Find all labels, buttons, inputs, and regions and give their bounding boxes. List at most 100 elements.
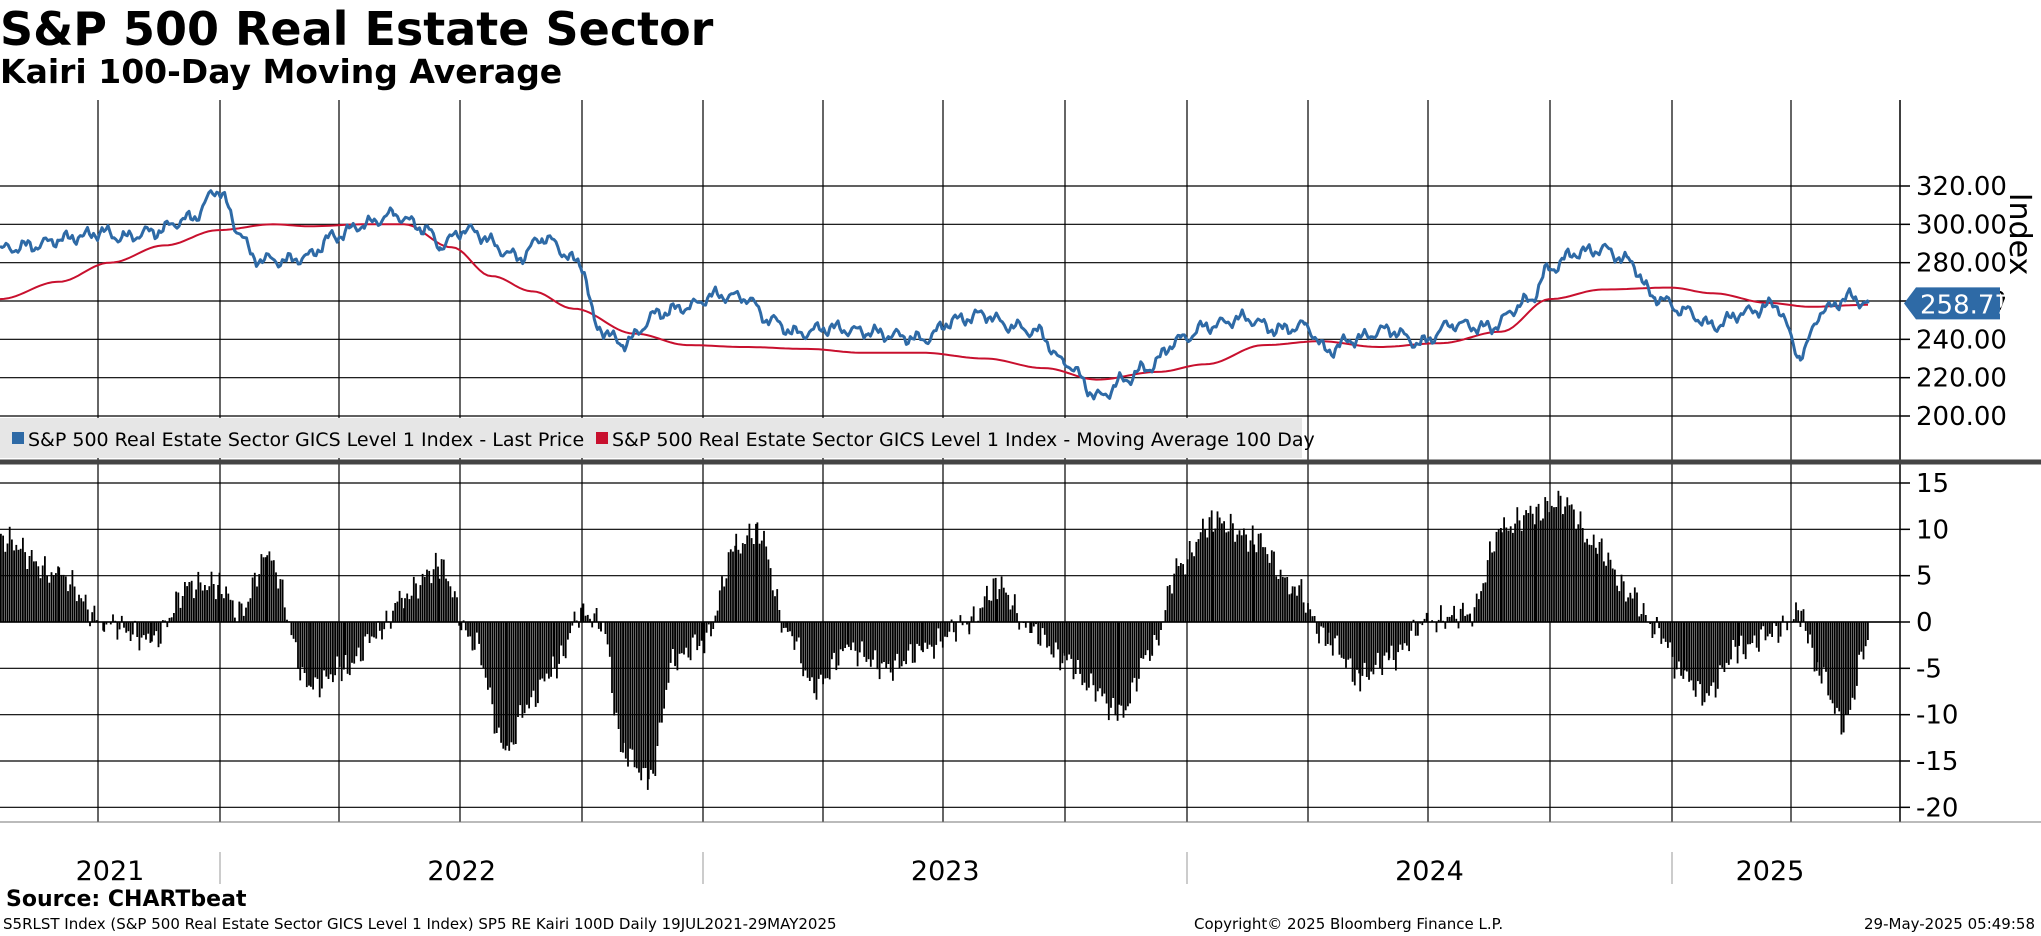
kairi-bar-537: [1135, 622, 1138, 692]
kairi-bar-878: [1853, 622, 1856, 700]
kairi-bar-680: [1437, 619, 1440, 622]
kairi-bar-124: [264, 557, 267, 622]
kairi-bar-97: [208, 586, 211, 622]
kairi-bar-706: [1493, 551, 1496, 622]
kairi-bar-328: [694, 622, 696, 635]
kairi-bar-476: [1007, 594, 1010, 622]
kairi-bar-883: [1864, 622, 1867, 647]
kairi-bar-136: [290, 622, 293, 636]
kairi-bar-471: [996, 599, 999, 622]
kairi-bar-105: [225, 586, 227, 622]
kairi-bar-434: [918, 622, 921, 646]
kairi-bar-20: [44, 556, 46, 622]
kairi-bar-654: [1383, 622, 1386, 656]
kairi-bar-527: [1114, 622, 1117, 716]
kairi-bar-446: [944, 622, 946, 637]
kairi-bar-406: [858, 622, 861, 653]
kairi-bar-230: [491, 622, 494, 705]
kairi-bar-519: [1096, 622, 1099, 692]
kairi-bar-546: [1153, 622, 1156, 635]
kairi-bar-641: [1356, 622, 1358, 670]
kairi-bar-743: [1570, 504, 1573, 622]
kairi-bar-830: [1753, 622, 1756, 636]
kairi-bar-463: [979, 608, 982, 622]
kairi-bar-490: [1037, 622, 1040, 645]
kairi-bar-289: [613, 622, 616, 716]
kairi-bar-18: [39, 578, 42, 622]
kairi-bar-273: [580, 608, 583, 622]
kairi-bar-324: [685, 622, 688, 648]
kairi-bar-448: [948, 622, 951, 632]
kairi-bar-383: [811, 622, 813, 678]
kairi-bar-56: [120, 615, 123, 622]
kairi-bar-210: [449, 586, 452, 622]
kairi-bar-98: [210, 571, 213, 622]
kairi-bar-523: [1105, 622, 1108, 704]
kairi-bar-219: [469, 622, 472, 637]
kairi-bar-679: [1435, 622, 1438, 633]
kairi-bar-513: [1085, 622, 1088, 691]
kairi-bar-306: [647, 622, 650, 780]
kairi-bar-460: [972, 606, 975, 622]
kairi-bar-131: [279, 579, 282, 622]
kairi-bar-114: [242, 615, 245, 622]
ytick-label-bottom-6: -15: [1916, 747, 1958, 777]
kairi-bar-425: [898, 622, 901, 669]
kairi-bar-526: [1112, 622, 1115, 698]
kairi-bar-450: [952, 622, 955, 633]
kairi-bar-371: [785, 622, 787, 628]
kairi-bar-691: [1462, 602, 1464, 622]
kairi-bar-825: [1742, 622, 1745, 655]
kairi-bar-208: [445, 578, 447, 622]
kairi-bar-852: [1800, 610, 1803, 622]
kairi-bar-512: [1083, 622, 1086, 683]
kairi-bar-822: [1736, 622, 1739, 664]
kairi-bar-664: [1403, 622, 1406, 644]
kairi-bar-263: [560, 622, 563, 646]
kairi-bar-343: [725, 578, 728, 622]
kairi-bar-439: [928, 622, 931, 645]
kairi-bar-542: [1146, 622, 1149, 651]
kairi-bar-496: [1050, 622, 1053, 655]
kairi-bar-213: [456, 597, 458, 622]
kairi-bar-229: [489, 622, 491, 688]
xtick-label-2023: 2023: [911, 856, 980, 887]
kairi-bar-104: [223, 598, 225, 622]
kairi-bar-336: [710, 622, 712, 637]
kairi-bar-234: [500, 622, 502, 743]
kairi-bar-453: [959, 615, 962, 622]
kairi-bar-51: [109, 622, 112, 625]
kairi-bar-465: [983, 596, 986, 622]
kairi-bar-698: [1475, 593, 1478, 622]
kairi-bar-96: [206, 590, 208, 622]
kairi-bar-715: [1512, 532, 1514, 622]
kairi-bar-77: [166, 622, 169, 628]
kairi-bar-683: [1444, 622, 1447, 629]
kairi-bar-355: [750, 538, 753, 622]
kairi-bar-396: [837, 622, 840, 666]
kairi-bar-307: [650, 622, 652, 770]
kairi-bar-304: [644, 622, 647, 768]
kairi-bar-12: [26, 569, 29, 622]
kairi-bar-573: [1210, 510, 1213, 622]
kairi-bar-393: [831, 622, 833, 660]
kairi-bar-160: [343, 622, 345, 670]
kairi-bar-438: [926, 622, 929, 649]
kairi-bar-741: [1566, 497, 1569, 622]
kairi-bar-132: [281, 579, 284, 622]
kairi-bar-841: [1777, 622, 1780, 643]
kairi-bar-748: [1581, 528, 1584, 622]
kairi-bar-689: [1457, 622, 1460, 629]
kairi-bar-367: [776, 589, 779, 622]
kairi-bar-788: [1664, 622, 1667, 642]
kairi-bar-688: [1455, 618, 1458, 622]
kairi-bar-792: [1673, 622, 1676, 679]
kairi-bar-190: [406, 593, 409, 622]
kairi-bar-472: [998, 589, 1001, 622]
kairi-bar-772: [1631, 598, 1634, 622]
kairi-bar-536: [1133, 622, 1136, 678]
kairi-bar-240: [512, 622, 515, 745]
kairi-bar-849: [1795, 602, 1797, 622]
kairi-bar-699: [1478, 599, 1480, 622]
kairi-bar-233: [498, 622, 500, 728]
